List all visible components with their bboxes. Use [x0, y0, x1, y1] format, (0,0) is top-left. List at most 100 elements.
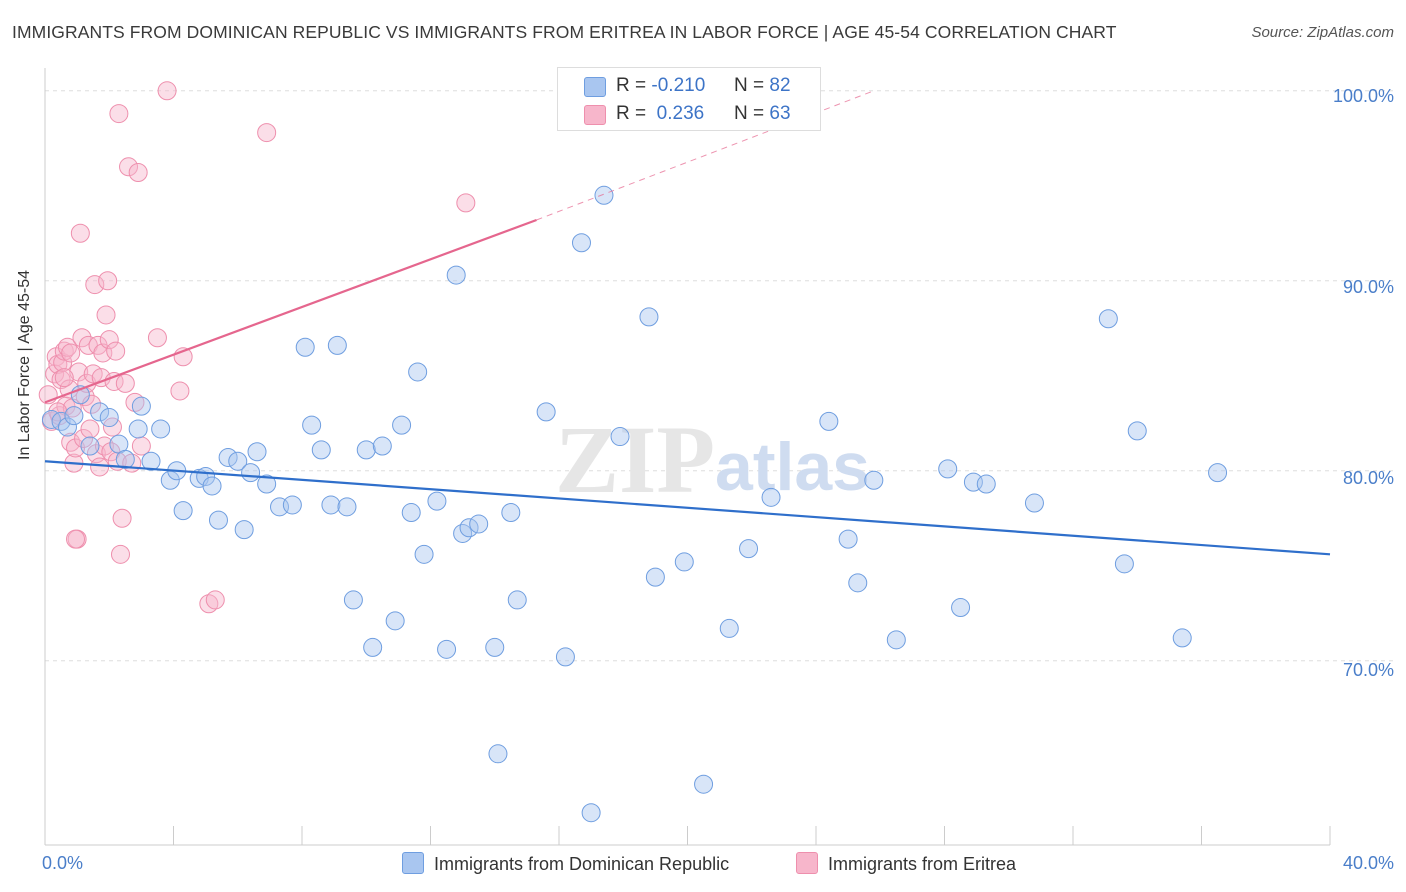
- legend-swatch-pink: [584, 105, 606, 125]
- dominican-point: [838, 529, 858, 549]
- eritrea-point: [131, 436, 151, 456]
- dominican-point: [385, 611, 405, 631]
- dominican-point: [459, 518, 479, 538]
- dominican-point: [41, 409, 61, 429]
- eritrea-point: [66, 438, 86, 458]
- dominican-point: [99, 408, 119, 428]
- bottom-legend-label: Immigrants from Eritrea: [828, 854, 1017, 874]
- bottom-legend-dominican: Immigrants from Dominican Republic: [402, 852, 729, 875]
- dominican-point: [886, 630, 906, 650]
- eritrea-point: [98, 271, 118, 291]
- eritrea-point: [54, 368, 74, 388]
- dominican-point: [507, 590, 527, 610]
- dominican-point: [1208, 463, 1228, 483]
- dominican-point: [536, 402, 556, 422]
- chart-title: IMMIGRANTS FROM DOMINICAN REPUBLIC VS IM…: [12, 22, 1117, 42]
- bottom-legend-eritrea: Immigrants from Eritrea: [796, 852, 1016, 875]
- legend-swatch-blue: [584, 77, 606, 97]
- dominican-point: [202, 476, 222, 496]
- dominican-trend-line: [44, 460, 1331, 556]
- dominican-point: [247, 442, 267, 462]
- dominican-point: [1098, 309, 1118, 329]
- dominican-point: [976, 474, 996, 494]
- legend-r: R = 0.236: [616, 103, 705, 124]
- eritrea-point: [456, 193, 476, 213]
- dominican-point: [241, 463, 261, 483]
- legend-r: R = -0.210: [616, 75, 706, 96]
- axes: [44, 68, 1331, 846]
- bottom-legend-label: Immigrants from Dominican Republic: [434, 854, 730, 874]
- eritrea-point: [106, 341, 126, 361]
- grid-lines: [45, 90, 1395, 662]
- x-tick-label-max: 40.0%: [1342, 853, 1394, 873]
- eritrea-point: [128, 162, 148, 182]
- source-label: Source: ZipAtlas.com: [1251, 24, 1394, 41]
- bottom-legend-swatch-blue: [402, 852, 424, 874]
- dominican-point: [610, 427, 630, 447]
- eritrea-point: [109, 104, 129, 124]
- dominican-point: [581, 803, 601, 823]
- dominican-point: [719, 618, 739, 638]
- series-eritrea-points: [38, 81, 476, 614]
- dominican-point: [327, 335, 347, 355]
- dominican-point: [141, 451, 161, 471]
- dominican-point: [218, 447, 238, 467]
- x-tick-label-min: 0.0%: [42, 853, 84, 873]
- eritrea-point: [72, 328, 92, 348]
- dominican-point: [1024, 493, 1044, 513]
- legend-row-dominican: R = -0.210 N = 82: [558, 73, 820, 101]
- dominican-point: [401, 503, 421, 523]
- eritrea-point: [54, 341, 74, 361]
- dominican-point: [90, 402, 110, 422]
- dominican-point: [208, 510, 228, 530]
- dominican-point: [64, 406, 84, 426]
- bottom-legend-swatch-pink: [796, 852, 818, 874]
- eritrea-point: [170, 381, 190, 401]
- dominican-point: [343, 590, 363, 610]
- y-axis-label: In Labor Force | Age 45-54: [16, 269, 33, 460]
- dominican-point: [485, 637, 505, 657]
- y-tick-label: 70.0%: [1342, 660, 1394, 680]
- legend-n: N = 63: [734, 103, 791, 124]
- eritrea-point: [82, 394, 102, 414]
- y-tick-label: 100.0%: [1332, 86, 1394, 106]
- dominican-point: [819, 411, 839, 431]
- dominican-point: [356, 440, 376, 460]
- series-dominican-points: [41, 185, 1228, 823]
- dominican-point: [488, 744, 508, 764]
- eritrea-point: [85, 275, 105, 295]
- legend-row-eritrea: R = 0.236 N = 63: [558, 101, 820, 129]
- dominican-point: [645, 567, 665, 587]
- dominican-point: [501, 503, 521, 523]
- eritrea-point: [90, 457, 110, 477]
- dominican-point: [302, 415, 322, 435]
- dominican-point: [408, 362, 428, 382]
- dominican-point: [131, 396, 151, 416]
- eritrea-point: [110, 544, 130, 564]
- dominican-point: [571, 233, 591, 253]
- dominican-point: [128, 419, 148, 439]
- dominican-point: [80, 436, 100, 456]
- dominican-point: [234, 520, 254, 540]
- watermark-zip: ZIP: [555, 406, 715, 513]
- dominican-point: [363, 637, 383, 657]
- eritrea-point: [257, 123, 277, 143]
- dominican-point: [337, 497, 357, 517]
- dominican-point: [57, 417, 77, 437]
- watermark-atlas: atlas: [715, 429, 870, 505]
- dominican-point: [555, 647, 575, 667]
- eritrea-point: [147, 328, 167, 348]
- eritrea-point: [112, 508, 132, 528]
- eritrea-point: [70, 223, 90, 243]
- y-tick-label: 80.0%: [1342, 468, 1394, 488]
- eritrea-point: [99, 330, 119, 350]
- eritrea-point: [96, 305, 116, 325]
- dominican-point: [115, 449, 135, 469]
- eritrea-point: [51, 370, 71, 390]
- dominican-point: [392, 415, 412, 435]
- eritrea-point: [80, 419, 100, 439]
- eritrea-point: [66, 529, 86, 549]
- dominican-point: [257, 474, 277, 494]
- dominican-point: [173, 501, 193, 521]
